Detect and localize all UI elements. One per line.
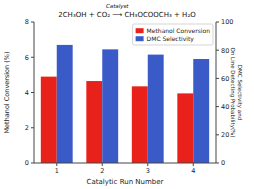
bar: [41, 77, 57, 163]
y2-axis-label: DMC Selectivity andOn Line Detecting Pro…: [229, 48, 243, 138]
y2-axis-label-line: DMC Selectivity and: [236, 65, 243, 120]
y2-tick: [216, 50, 219, 51]
title: 2CH₃OH + CO₂ ⟶ CH₃OCOOCH₃ + H₂O: [58, 11, 196, 19]
legend-swatch: [136, 36, 144, 41]
x-tick: [56, 163, 57, 166]
bar: [148, 55, 164, 163]
bar: [102, 49, 118, 163]
annotation: Catalyst: [106, 3, 129, 10]
y-tick-label: 4: [25, 89, 29, 97]
y2-tick: [216, 106, 219, 107]
x-tick: [147, 163, 148, 166]
bar: [177, 93, 193, 163]
y-tick: [31, 163, 34, 164]
x-tick: [102, 163, 103, 166]
y-tick: [31, 22, 34, 23]
x-tick-label: 1: [55, 167, 59, 175]
x-tick: [193, 163, 194, 166]
y-tick-label: 0: [25, 159, 29, 167]
legend-swatch: [136, 28, 144, 33]
y2-tick-label: 0: [221, 159, 225, 167]
y-tick: [31, 92, 34, 93]
legend-box: [133, 24, 213, 45]
y2-axis-label-line: On Line Detecting Probability(%): [229, 48, 236, 138]
y2-tick-label: 60: [221, 75, 229, 83]
x-axis-line: [34, 163, 216, 164]
y2-tick-label: 100: [221, 18, 233, 26]
bar: [86, 81, 102, 163]
bars: [41, 45, 209, 163]
legend-label: Methanol Conversion: [147, 27, 211, 34]
y2-tick: [216, 22, 219, 23]
bar: [57, 45, 73, 163]
y2-tick-label: 40: [221, 103, 229, 111]
y-tick: [31, 127, 34, 128]
bar: [132, 86, 148, 163]
y-tick-label: 6: [25, 54, 29, 62]
bar: [193, 59, 209, 163]
y2-tick-label: 80: [221, 47, 229, 55]
y-tick: [31, 57, 34, 58]
x-axis-label: Catalytic Run Number: [87, 178, 164, 186]
legend-label: DMC Selectivity: [147, 35, 195, 43]
chart: 024680204060801001234Catalytic Run Numbe…: [0, 0, 254, 189]
x-tick-label: 4: [191, 167, 195, 175]
y2-axis-line: [216, 22, 217, 163]
y-axis-label: Methanol Conversion (%): [3, 52, 11, 134]
x-tick-label: 2: [100, 167, 104, 175]
legend: Methanol ConversionDMC Selectivity: [133, 24, 213, 45]
y2-tick: [216, 134, 219, 135]
y2-tick-label: 20: [221, 131, 229, 139]
y2-tick: [216, 78, 219, 79]
y-tick-label: 8: [25, 18, 29, 26]
y2-tick: [216, 163, 219, 164]
y-tick-label: 2: [25, 124, 29, 132]
x-tick-label: 3: [146, 167, 150, 175]
